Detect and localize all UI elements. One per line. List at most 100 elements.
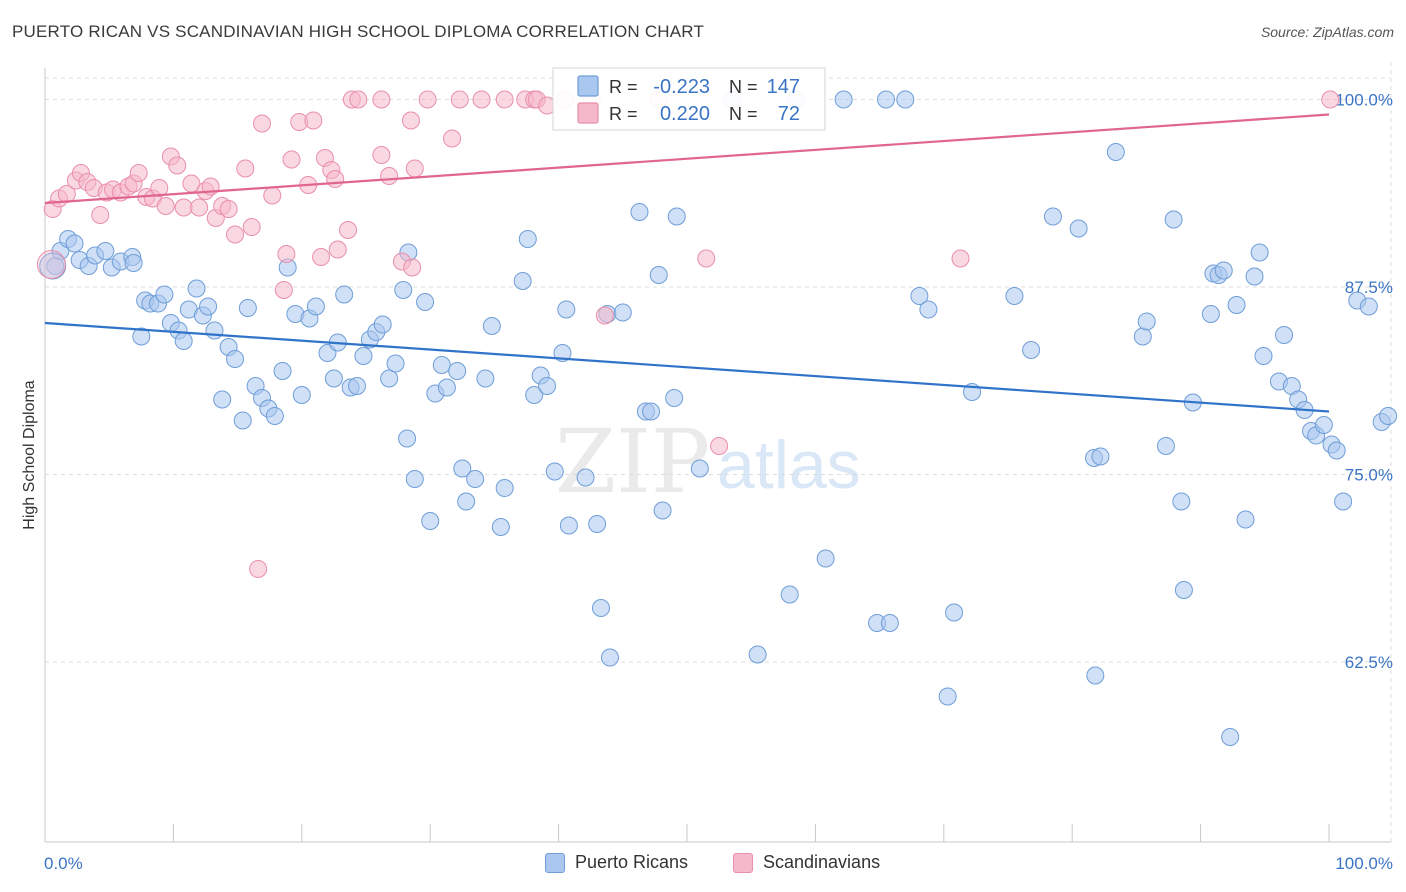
stats-legend: R = -0.223 N = 147 R = 0.220 N = 72 [552, 67, 826, 131]
point-puerto-ricans-113 [1091, 447, 1110, 466]
chart-title: PUERTO RICAN VS SCANDINAVIAN HIGH SCHOOL… [12, 22, 705, 41]
point-puerto-ricans-64 [466, 470, 485, 488]
point-puerto-ricans-104 [938, 687, 957, 706]
y-tick-label-0: 62.5% [1345, 653, 1393, 672]
x-tick-label-0: 0.0% [44, 854, 83, 873]
point-puerto-ricans-60 [437, 378, 456, 397]
series-puerto-ricans [39, 90, 1398, 746]
stats-swatch-0 [577, 75, 599, 97]
point-scandinavians-39 [304, 111, 323, 130]
point-puerto-ricans-45 [348, 377, 367, 395]
point-puerto-ricans-68 [495, 479, 514, 497]
point-puerto-ricans-54 [398, 429, 417, 448]
point-puerto-ricans-125 [1214, 261, 1233, 280]
point-puerto-ricans-88 [653, 501, 672, 520]
point-puerto-ricans-114 [1106, 143, 1125, 161]
point-puerto-ricans-100 [880, 614, 899, 632]
source-note: Source: ZipAtlas.com [1260, 24, 1394, 40]
point-puerto-ricans-127 [1227, 296, 1246, 314]
point-puerto-ricans-94 [780, 585, 799, 604]
point-puerto-ricans-69 [513, 272, 532, 290]
point-puerto-ricans-16 [155, 285, 174, 304]
point-scandinavians-30 [242, 218, 261, 236]
point-puerto-ricans-12 [132, 327, 151, 346]
x-tick-label-1: 100.0% [1335, 854, 1393, 873]
point-puerto-ricans-111 [1086, 666, 1105, 685]
point-puerto-ricans-126 [1221, 728, 1240, 746]
point-puerto-ricans-108 [1022, 341, 1041, 359]
point-puerto-ricans-55 [405, 470, 424, 488]
point-scandinavians-36 [282, 150, 301, 169]
point-puerto-ricans-76 [557, 300, 576, 319]
point-puerto-ricans-73 [538, 377, 557, 395]
point-scandinavians-45 [339, 221, 358, 239]
point-puerto-ricans-86 [642, 402, 661, 421]
point-puerto-ricans-23 [199, 297, 218, 316]
point-scandinavians-54 [405, 159, 424, 178]
legend-swatch-blue [545, 852, 565, 873]
point-puerto-ricans-131 [1254, 347, 1273, 365]
point-puerto-ricans-118 [1164, 210, 1183, 229]
stats-swatch-1 [577, 102, 599, 124]
point-scandinavians-66 [595, 306, 614, 325]
point-scandinavians-27 [219, 200, 238, 218]
legend-label-puerto-ricans: Puerto Ricans [575, 852, 689, 872]
point-puerto-ricans-82 [600, 648, 619, 667]
point-puerto-ricans-63 [457, 492, 476, 511]
point-puerto-ricans-116 [1137, 312, 1156, 331]
point-puerto-ricans-50 [380, 369, 399, 388]
point-scandinavians-28 [226, 225, 245, 244]
point-scandinavians-55 [418, 90, 437, 109]
point-puerto-ricans-71 [525, 386, 544, 404]
point-puerto-ricans-43 [335, 285, 354, 304]
point-puerto-ricans-105 [945, 603, 964, 622]
point-puerto-ricans-25 [213, 390, 232, 409]
point-scandinavians-58 [472, 90, 491, 109]
point-puerto-ricans-141 [1327, 441, 1346, 460]
point-scandinavians-13 [129, 164, 148, 182]
gridlines [45, 62, 1392, 842]
point-puerto-ricans-142 [1334, 492, 1353, 511]
point-puerto-ricans-84 [630, 203, 649, 221]
point-puerto-ricans-107 [1005, 287, 1024, 305]
point-scandinavians-49 [372, 146, 391, 164]
y-axis-label: High School Diploma [21, 380, 38, 530]
stats-n-label-0: N = [729, 77, 758, 97]
point-puerto-ricans-122 [1201, 305, 1220, 323]
y-tick-label-1: 75.0% [1345, 466, 1393, 485]
point-puerto-ricans-133 [1275, 326, 1294, 344]
legend: Puerto Ricans Scandinavians [0, 850, 1406, 880]
point-scandinavians-22 [190, 198, 209, 217]
point-scandinavians-57 [450, 90, 469, 109]
point-puerto-ricans-27 [226, 350, 245, 368]
point-puerto-ricans-79 [588, 515, 607, 533]
point-puerto-ricans-61 [448, 362, 467, 380]
point-puerto-ricans-67 [491, 518, 510, 536]
stats-n-value-0: 147 [767, 76, 800, 98]
point-puerto-ricans-49 [373, 315, 392, 334]
point-scandinavians-71 [1321, 90, 1340, 109]
legend-item-puerto-ricans[interactable]: Puerto Ricans [545, 852, 688, 873]
point-puerto-ricans-37 [292, 386, 311, 404]
stats-r-label-0: R = [609, 77, 638, 97]
point-scandinavians-43 [326, 170, 345, 188]
point-puerto-ricans-119 [1172, 492, 1191, 511]
point-scandinavians-19 [168, 156, 187, 175]
point-scandinavians-35 [277, 245, 296, 263]
point-puerto-ricans-115 [1133, 327, 1152, 346]
point-puerto-ricans-41 [324, 369, 343, 388]
legend-item-scandinavians[interactable]: Scandinavians [733, 852, 880, 873]
point-puerto-ricans-75 [553, 344, 572, 362]
point-puerto-ricans-96 [816, 549, 835, 568]
point-scandinavians-68 [697, 249, 716, 268]
point-puerto-ricans-11 [124, 254, 143, 272]
point-scandinavians-29 [236, 159, 255, 178]
point-scandinavians-52 [401, 111, 420, 130]
point-scandinavians-56 [443, 129, 462, 148]
point-puerto-ricans-65 [476, 369, 495, 388]
point-puerto-ricans-128 [1236, 510, 1255, 529]
stats-n-label-1: N = [729, 104, 758, 124]
legend-swatch-pink [733, 852, 753, 873]
point-scandinavians-33 [263, 186, 282, 205]
watermark-atlas: atlas [717, 427, 861, 503]
